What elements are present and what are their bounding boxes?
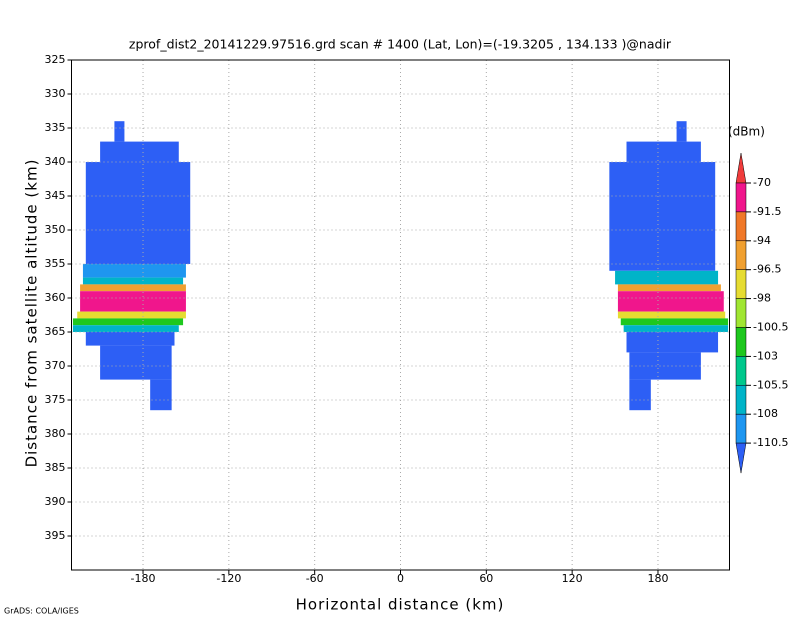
colorbar-label: -100.5 (753, 321, 788, 334)
field-cell (676, 121, 687, 142)
x-tick-label: -120 (216, 572, 241, 585)
y-tick-label: 380 (45, 427, 66, 440)
field-cell (72, 318, 184, 326)
colorbar-triangle (735, 152, 747, 184)
field-cell (629, 379, 651, 411)
footer: GrADS: COLA/IGES (4, 607, 79, 616)
colorbar-box (735, 182, 747, 213)
x-tick-label: 180 (647, 572, 668, 585)
y-tick-label: 375 (45, 393, 66, 406)
field-cell (72, 325, 179, 332)
x-tick-label: 60 (479, 572, 493, 585)
plot-frame (71, 59, 730, 571)
field-cell (617, 291, 724, 312)
colorbar-box (735, 385, 747, 415)
field-cell (85, 162, 191, 264)
colorbar-box (735, 269, 747, 299)
colorbar-box (735, 240, 747, 270)
field-cell (617, 311, 726, 319)
colorbar-box (735, 413, 747, 444)
y-tick-label: 365 (45, 325, 66, 338)
y-tick-label: 350 (45, 223, 66, 236)
colorbar-label: -96.5 (753, 263, 781, 276)
field-cell (77, 311, 186, 319)
y-tick-label: 325 (45, 53, 66, 66)
colorbar-label: -91.5 (753, 205, 781, 218)
y-tick-label: 370 (45, 359, 66, 372)
colorbar-label: -98 (753, 292, 771, 305)
field-cell (80, 284, 186, 292)
colorbar-label: -70 (753, 176, 771, 189)
x-tick-label: 0 (397, 572, 404, 585)
x-tick-label: 120 (562, 572, 583, 585)
x-axis-label: Horizontal distance (km) (296, 596, 505, 614)
colorbar-label: -108 (753, 407, 778, 420)
field-cell (629, 352, 701, 380)
colorbar-box (735, 211, 747, 242)
y-tick-label: 355 (45, 257, 66, 270)
colorbar-label: -105.5 (753, 378, 788, 391)
field-cell (615, 270, 719, 285)
field-cell (82, 277, 184, 285)
colorbar-triangle (735, 442, 747, 474)
field-cell (626, 141, 701, 162)
y-tick-label: 340 (45, 155, 66, 168)
field-cell (620, 318, 729, 326)
field-cell (609, 162, 716, 271)
colorbar-unit: (dBm) (728, 125, 765, 139)
x-tick-label: -180 (131, 572, 156, 585)
y-tick-label: 330 (45, 87, 66, 100)
field-cell (114, 121, 125, 142)
field-cell (626, 332, 719, 353)
field-cell (100, 345, 172, 380)
y-tick-label: 335 (45, 121, 66, 134)
y-tick-label: 390 (45, 495, 66, 508)
colorbar-box (735, 298, 747, 328)
field-cell (100, 141, 179, 162)
field-cell (85, 332, 175, 346)
x-tick-label: -60 (306, 572, 324, 585)
colorbar-box (735, 356, 747, 386)
colorbar-label: -110.5 (753, 436, 788, 449)
y-axis-label: Distance from satellite altitude (km) (23, 159, 41, 468)
colorbar-label: -103 (753, 349, 778, 362)
field-cell (82, 264, 186, 278)
field-cell (150, 379, 172, 411)
y-tick-label: 360 (45, 291, 66, 304)
y-tick-label: 345 (45, 189, 66, 202)
colorbar-label: -94 (753, 234, 771, 247)
colorbar-box (735, 327, 747, 357)
y-tick-label: 385 (45, 461, 66, 474)
chart-title: zprof_dist2_20141229.97516.grd scan # 14… (129, 37, 672, 52)
field-cell (80, 291, 186, 312)
y-tick-label: 395 (45, 529, 66, 542)
field-cell (617, 284, 721, 292)
field-cell (623, 325, 729, 332)
